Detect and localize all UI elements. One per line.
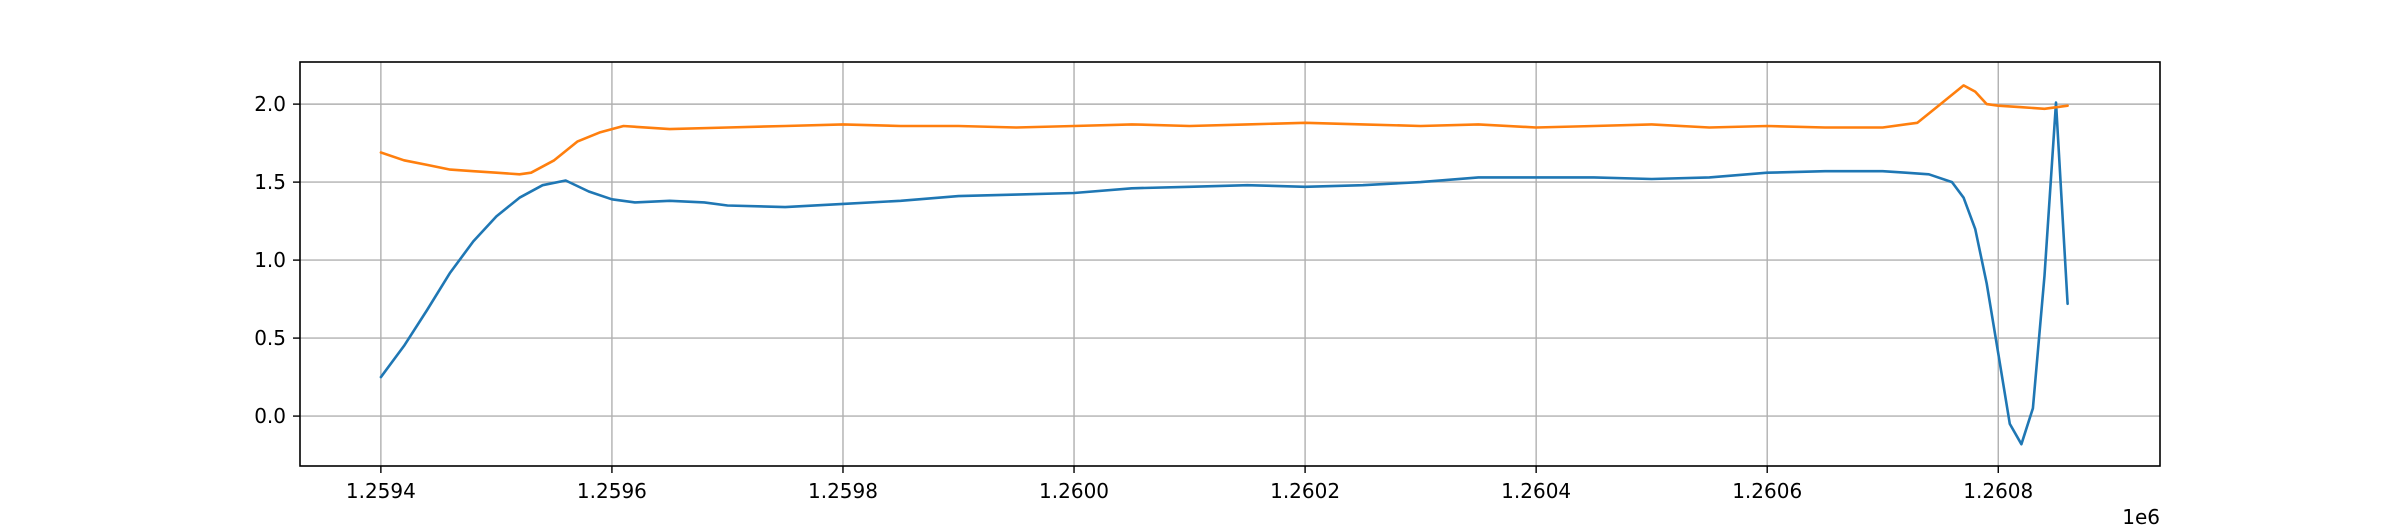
- series-lines: [379, 84, 2069, 446]
- y-tick-label: 2.0: [254, 92, 286, 116]
- x-tick-label: 1.2594: [346, 479, 416, 503]
- y-tick-label: 0.5: [254, 326, 286, 350]
- series-line-1: [379, 101, 2069, 446]
- x-axis-offset-label: 1e6: [2122, 505, 2160, 525]
- axis-ticks: 1.2594 1.2596 1.2598 1.2600 1.2602 1.2604 1.26…: [254, 92, 2033, 503]
- x-tick-label: 1.2602: [1270, 479, 1340, 503]
- y-tick-label: 1.5: [254, 170, 286, 194]
- y-tick-label: 1.0: [254, 248, 286, 272]
- x-tick-label: 1.2598: [808, 479, 878, 503]
- grid: [300, 62, 2160, 466]
- plot-frame: [299, 61, 2161, 467]
- y-tick-label: 0.0: [254, 404, 286, 428]
- x-tick-label: 1.2596: [577, 479, 647, 503]
- x-tick-label: 1.2604: [1501, 479, 1571, 503]
- x-tick-label: 1.2606: [1732, 479, 1802, 503]
- series-line-2: [379, 84, 2069, 176]
- x-tick-label: 1.2600: [1039, 479, 1109, 503]
- x-tick-label: 1.2608: [1963, 479, 2033, 503]
